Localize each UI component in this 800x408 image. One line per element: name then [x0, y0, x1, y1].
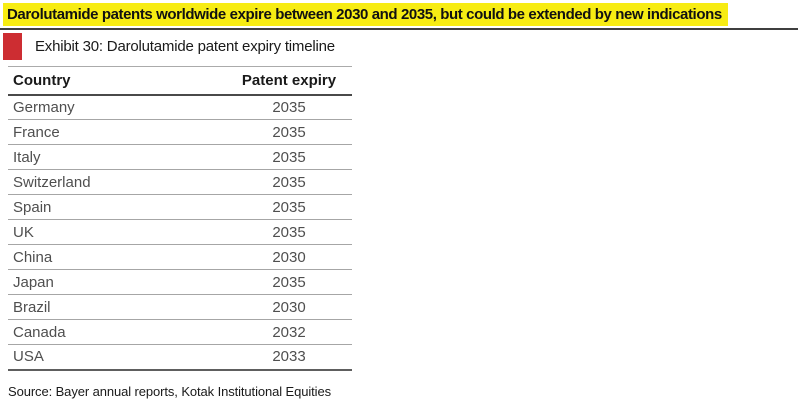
expiry-cell: 2035 [226, 169, 352, 195]
table-row: Brazil 2030 [8, 294, 352, 320]
country-cell: Spain [8, 194, 226, 220]
divider [0, 28, 798, 30]
table-header-row: Country Patent expiry [8, 66, 352, 96]
expiry-cell: 2035 [226, 219, 352, 245]
expiry-cell: 2032 [226, 319, 352, 345]
country-cell: USA [8, 344, 226, 371]
table-row: UK 2035 [8, 219, 352, 245]
table-row: Switzerland 2035 [8, 169, 352, 195]
headline: Darolutamide patents worldwide expire be… [3, 3, 728, 26]
country-cell: Switzerland [8, 169, 226, 195]
column-header-country: Country [8, 66, 226, 96]
table-row: Japan 2035 [8, 269, 352, 295]
expiry-cell: 2035 [226, 194, 352, 220]
expiry-cell: 2035 [226, 94, 352, 120]
exhibit-marker [3, 33, 22, 60]
expiry-cell: 2033 [226, 344, 352, 371]
column-header-patent-expiry: Patent expiry [226, 66, 352, 96]
table-row: France 2035 [8, 119, 352, 145]
exhibit-header: Exhibit 30: Darolutamide patent expiry t… [3, 33, 800, 60]
table-row: USA 2033 [8, 344, 352, 371]
expiry-cell: 2035 [226, 119, 352, 145]
table-row: Spain 2035 [8, 194, 352, 220]
country-cell: Brazil [8, 294, 226, 320]
country-cell: France [8, 119, 226, 145]
country-cell: Japan [8, 269, 226, 295]
table-row: Italy 2035 [8, 144, 352, 170]
country-cell: UK [8, 219, 226, 245]
exhibit-title: Exhibit 30: Darolutamide patent expiry t… [35, 38, 335, 55]
source-note: Source: Bayer annual reports, Kotak Inst… [8, 383, 331, 399]
country-cell: Italy [8, 144, 226, 170]
expiry-cell: 2030 [226, 294, 352, 320]
table-body: Germany 2035 France 2035 Italy 2035 Switzerlan… [8, 94, 352, 371]
country-cell: China [8, 244, 226, 270]
country-cell: Canada [8, 319, 226, 345]
table-row: Canada 2032 [8, 319, 352, 345]
expiry-cell: 2035 [226, 144, 352, 170]
table-row: Germany 2035 [8, 94, 352, 120]
patent-expiry-table: Country Patent expiry Germany 2035 France 2… [8, 66, 352, 371]
expiry-cell: 2035 [226, 269, 352, 295]
table-row: China 2030 [8, 244, 352, 270]
expiry-cell: 2030 [226, 244, 352, 270]
country-cell: Germany [8, 94, 226, 120]
